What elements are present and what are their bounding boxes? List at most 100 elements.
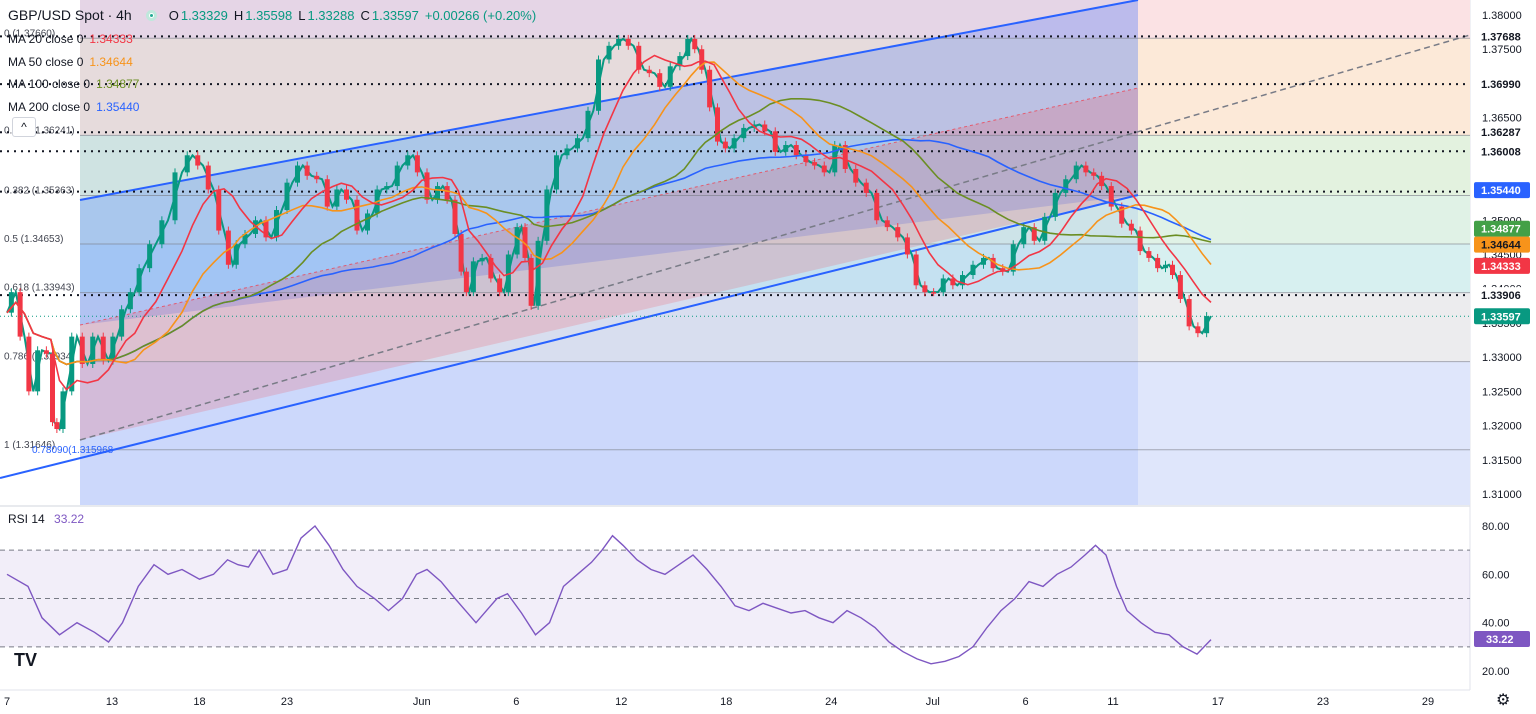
candle-body bbox=[414, 155, 420, 173]
chart-header: GBP/USD Spot · 4h O 1.33329 H 1.35598 L 1.332… bbox=[0, 0, 542, 30]
rsi-tick-label: 60.00 bbox=[1482, 569, 1510, 581]
price-tick-label: 1.37500 bbox=[1482, 44, 1522, 56]
candle-body bbox=[585, 110, 591, 139]
rsi-value-label: 33.22 bbox=[1486, 634, 1514, 646]
candle-body bbox=[842, 145, 848, 169]
fib-band bbox=[80, 449, 1470, 505]
candle-body bbox=[184, 155, 190, 173]
tradingview-logo-icon[interactable]: TV bbox=[14, 650, 38, 670]
candle-body bbox=[334, 189, 340, 207]
gear-icon[interactable]: ⚙ bbox=[1496, 692, 1511, 709]
candle-body bbox=[35, 350, 41, 392]
ma-line bbox=[6, 98, 1212, 366]
candle-body bbox=[990, 257, 996, 269]
time-tick-label: 17 bbox=[1212, 696, 1224, 708]
fib-level-label: 1 (1.31646) bbox=[4, 440, 55, 451]
ohlc-value: 1.33597 bbox=[371, 7, 419, 23]
candle-body bbox=[522, 227, 528, 258]
time-tick-label: 24 bbox=[825, 696, 837, 708]
rsi-value-bg bbox=[1474, 631, 1530, 648]
fib-extra-label: 0.78090(1.315968 bbox=[32, 445, 114, 456]
ma-legend-value: 1.34333 bbox=[89, 32, 133, 47]
candle-body bbox=[564, 148, 570, 156]
ohlc-value: 1.33329 bbox=[180, 7, 228, 23]
ma-legend-row[interactable]: MA 100 close 0 1.34877 bbox=[0, 73, 139, 96]
candle-body bbox=[17, 292, 23, 337]
candle-body bbox=[606, 45, 612, 60]
rsi-legend: RSI 14 33.22 bbox=[8, 512, 84, 526]
candle-body bbox=[895, 227, 901, 238]
ma-legend-row[interactable]: MA 20 close 0 1.34333 bbox=[0, 28, 139, 51]
candle-body bbox=[172, 172, 178, 221]
candle-body bbox=[616, 38, 622, 46]
candle-body bbox=[1052, 192, 1058, 217]
price-label-bg bbox=[1474, 220, 1530, 237]
channel-upper-line bbox=[79, 0, 1139, 201]
time-tick-label: 7 bbox=[4, 696, 10, 708]
level-value-label: 1.36990 bbox=[1481, 79, 1521, 91]
candle-body bbox=[263, 220, 269, 238]
candle-body bbox=[136, 268, 142, 293]
candle-body bbox=[205, 165, 211, 190]
ma-legend-row[interactable]: MA 50 close 0 1.34644 bbox=[0, 51, 139, 74]
candle-body bbox=[1010, 244, 1016, 272]
candle-body bbox=[853, 168, 859, 183]
price-tick-label: 1.31000 bbox=[1482, 489, 1522, 501]
ohlc-key: O bbox=[168, 7, 179, 23]
price-tick-label: 1.31500 bbox=[1482, 455, 1522, 467]
collapse-legend-icon[interactable]: ^ bbox=[12, 117, 36, 137]
candle-body bbox=[452, 199, 458, 234]
candle-body bbox=[884, 220, 890, 228]
candle-body bbox=[812, 162, 818, 166]
candle-body bbox=[79, 336, 85, 364]
candle-body bbox=[384, 186, 390, 190]
candle-body bbox=[874, 192, 880, 221]
candle-body bbox=[575, 138, 580, 149]
time-tick-label: 29 bbox=[1422, 696, 1434, 708]
candle-body bbox=[195, 155, 201, 166]
candle-body bbox=[863, 182, 869, 193]
candle-body bbox=[233, 244, 239, 265]
ohlc-value: 1.35598 bbox=[245, 7, 293, 23]
candle-body bbox=[544, 189, 550, 241]
symbol-title[interactable]: GBP/USD Spot · 4h bbox=[8, 7, 132, 23]
candle-body bbox=[242, 233, 248, 245]
candle-body bbox=[394, 165, 400, 187]
price-label: 1.35440 bbox=[1481, 185, 1521, 197]
time-tick-label: Jun bbox=[413, 696, 431, 708]
candle-body bbox=[159, 220, 165, 245]
time-tick-label: 23 bbox=[281, 696, 293, 708]
ma-legend-value: 1.35440 bbox=[96, 99, 140, 114]
trend-dashed-line bbox=[79, 34, 1471, 441]
level-value-label: 1.37688 bbox=[1481, 31, 1521, 43]
candle-body bbox=[707, 69, 713, 108]
price-tick-label: 1.32000 bbox=[1482, 421, 1522, 433]
level-value-bg bbox=[1474, 143, 1530, 160]
candle-body bbox=[731, 138, 737, 149]
ma-legend-label: MA 50 close 0 bbox=[8, 54, 84, 69]
ma-legend: MA 20 close 0 1.34333 MA 50 close 0 1.34644… bbox=[0, 28, 139, 118]
ohlc-key: H bbox=[233, 7, 244, 23]
rsi-line bbox=[6, 524, 1212, 665]
rsi-tick-label: 80.00 bbox=[1482, 521, 1510, 533]
rsi-legend-value: 33.22 bbox=[54, 512, 85, 526]
candle-body bbox=[667, 66, 673, 87]
fib-band bbox=[80, 361, 1470, 450]
time-tick-label: 11 bbox=[1107, 696, 1118, 708]
candle-body bbox=[657, 73, 663, 87]
ma-legend-value: 1.34877 bbox=[96, 77, 140, 92]
price-tick-label: 1.33000 bbox=[1482, 352, 1522, 364]
rsi-legend-label: RSI 14 bbox=[8, 512, 45, 526]
time-tick-label: 23 bbox=[1317, 696, 1329, 708]
ohlc-value: +0.00266 (+0.20%) bbox=[424, 7, 537, 23]
candle-body bbox=[225, 230, 231, 265]
candle-body bbox=[596, 59, 601, 111]
ma-legend-row[interactable]: MA 200 close 0 1.35440 bbox=[0, 96, 139, 119]
candle-body bbox=[488, 257, 494, 279]
candle-body bbox=[1128, 223, 1134, 231]
fib-level-label: 0 (1.37660) bbox=[4, 28, 55, 39]
candles bbox=[8, 34, 1210, 433]
ma-line bbox=[6, 54, 1212, 391]
candle-body bbox=[295, 165, 300, 183]
